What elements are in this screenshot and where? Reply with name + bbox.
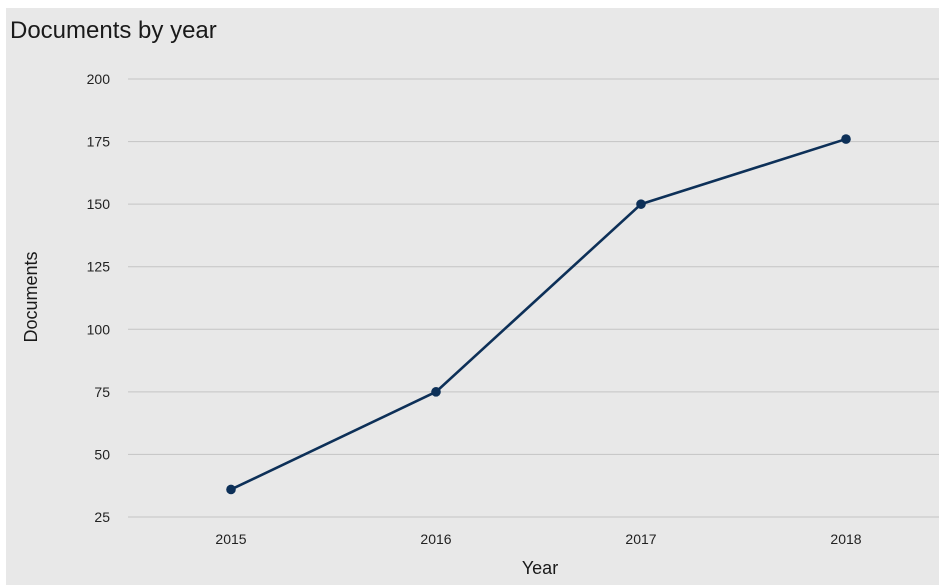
data-point [226,484,236,495]
y-axis-ticks: 25 50 75 100 125 150 175 200 [87,71,111,525]
y-tick-label: 150 [87,196,111,212]
x-axis-ticks: 2015 2016 2017 2018 [215,531,861,547]
data-point [431,387,441,397]
x-tick-label: 2018 [830,531,861,547]
gridlines [128,78,939,518]
series-line [230,137,847,491]
data-point [636,199,646,209]
data-series [226,134,851,495]
y-tick-label: 125 [87,259,111,275]
y-axis-label: Documents [21,251,41,342]
x-tick-label: 2016 [420,531,451,547]
data-point [841,134,851,144]
x-tick-label: 2017 [625,531,656,547]
y-tick-label: 25 [94,509,110,525]
y-tick-label: 75 [94,384,110,400]
y-tick-label: 200 [87,71,111,87]
y-tick-label: 50 [94,446,110,462]
chart-panel [6,8,939,585]
x-axis-label: Year [522,558,558,578]
y-tick-label: 175 [87,134,111,150]
x-tick-label: 2015 [215,531,246,547]
y-tick-label: 100 [87,321,111,337]
chart-title: Documents by year [10,17,217,44]
